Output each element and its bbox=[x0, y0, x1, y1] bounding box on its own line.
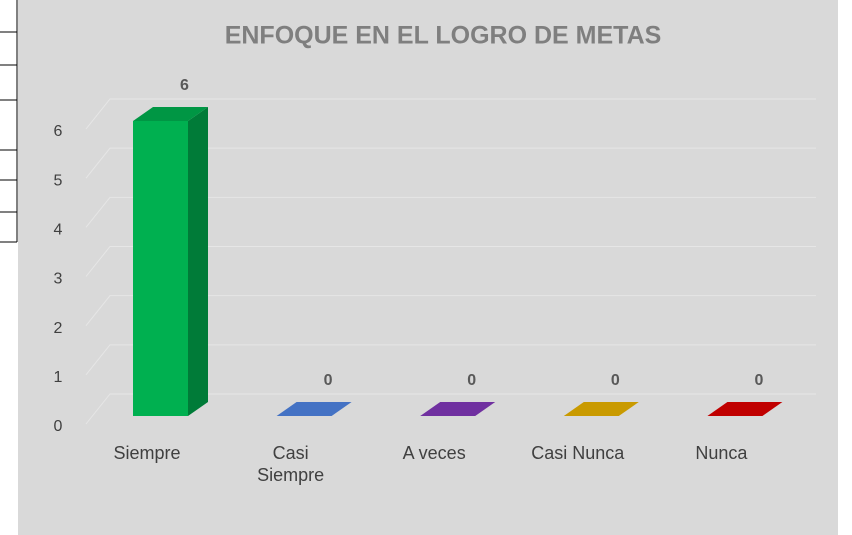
value-label: 0 bbox=[467, 372, 476, 389]
y-tick-label: 4 bbox=[54, 222, 63, 239]
y-tick-label: 0 bbox=[54, 418, 63, 435]
bar-top bbox=[276, 402, 352, 416]
grid-line bbox=[85, 246, 816, 277]
grid-line bbox=[85, 344, 816, 376]
grid-line bbox=[85, 196, 816, 228]
x-tick-label: Casi Siempre bbox=[257, 443, 325, 485]
value-label: 0 bbox=[324, 372, 333, 389]
y-tick-label: 2 bbox=[54, 320, 63, 337]
bar-front bbox=[133, 121, 188, 416]
y-tick-label: 5 bbox=[54, 172, 63, 189]
bar-top bbox=[420, 402, 496, 416]
grid-line bbox=[85, 295, 816, 326]
y-tick-label: 1 bbox=[54, 369, 63, 386]
grid-line bbox=[85, 147, 816, 179]
x-tick-label: Siempre bbox=[113, 443, 181, 463]
value-label: 6 bbox=[180, 77, 189, 94]
bar-top bbox=[707, 402, 783, 416]
chart-title: ENFOQUE EN EL LOGRO DE METAS bbox=[225, 22, 662, 50]
value-label: 0 bbox=[611, 372, 620, 389]
x-tick-label: Nunca bbox=[695, 443, 748, 463]
x-tick-label: Casi Nunca bbox=[531, 443, 625, 463]
y-tick-label: 6 bbox=[54, 123, 63, 140]
value-label: 0 bbox=[754, 372, 763, 389]
grid-line bbox=[85, 98, 816, 130]
side-table bbox=[0, 0, 18, 243]
x-tick-label: A veces bbox=[402, 443, 466, 463]
bar-top bbox=[133, 107, 208, 121]
bar-side bbox=[188, 107, 208, 416]
grid-line bbox=[85, 393, 816, 425]
y-tick-label: 3 bbox=[54, 271, 63, 288]
bar-top bbox=[563, 402, 639, 416]
